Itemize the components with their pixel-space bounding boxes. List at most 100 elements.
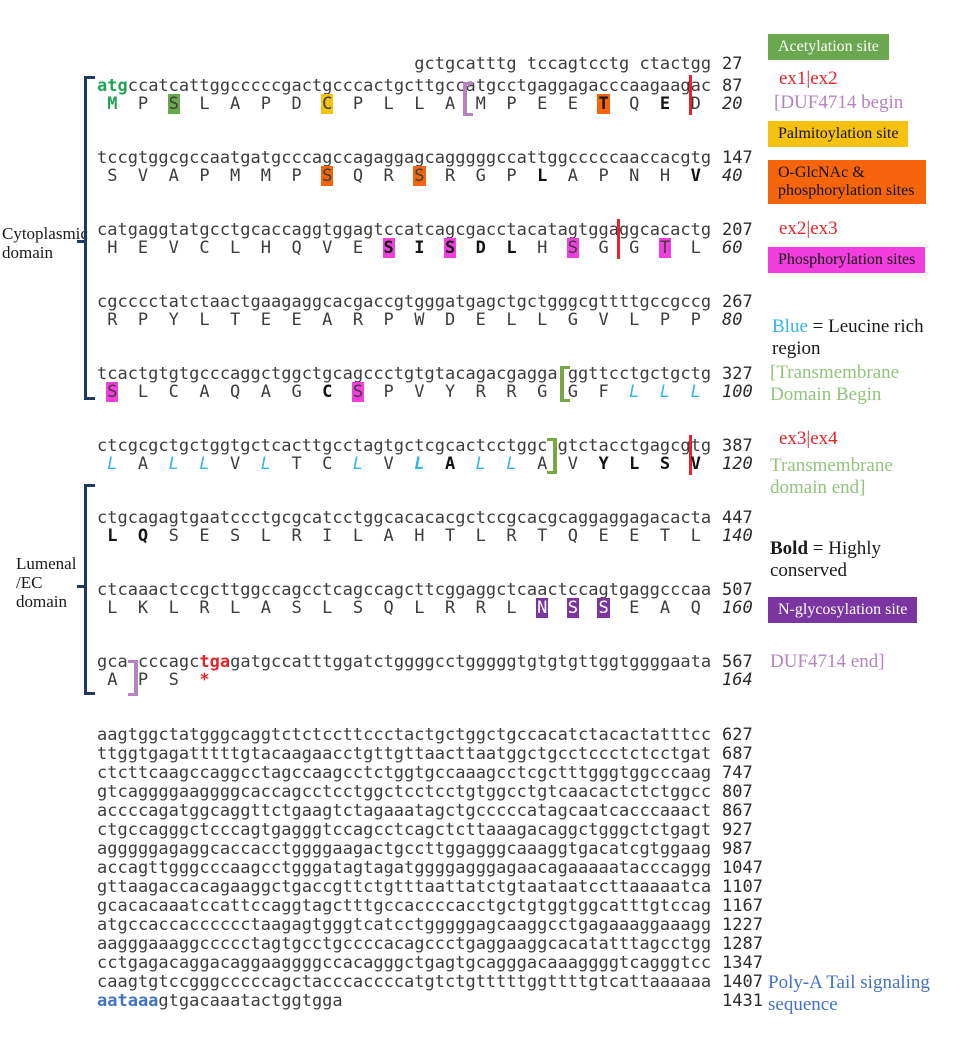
residue: E xyxy=(291,310,302,330)
dna-line: ctcgcgctgctggtgctcacttgcctagtgctcgcactcc… xyxy=(97,435,797,475)
residue: L xyxy=(137,382,149,402)
dna-segment: ctcgcgctgctggtgctcacttgcctagtgctcgcactcc… xyxy=(97,436,548,456)
residue: C xyxy=(321,94,334,114)
sequence-number: 1431 xyxy=(722,991,763,1011)
codon-block: tcactgtgtgcccaggctggctgcagccctgtgtacagac… xyxy=(97,364,797,402)
sequence-number: 267 xyxy=(722,292,753,312)
residue: V xyxy=(322,238,333,258)
codon-block: ctcaaactccgcttggccagcctcagccagcttcggaggc… xyxy=(97,582,797,618)
residue: P xyxy=(506,94,517,114)
protein-line: L Q S E S L R I L A H T L R T Q E E T L 140 xyxy=(97,528,797,545)
residue: V xyxy=(690,166,701,186)
residue: H xyxy=(107,238,118,258)
residue: P xyxy=(383,310,394,330)
sequence-number: 387 xyxy=(722,436,753,456)
residue: A xyxy=(444,94,456,114)
dna-segment: gtcaggggaaggggcaccagcctcctggctcctcctgtgg… xyxy=(97,782,712,802)
protein-line: S L C A Q A G C S P V Y R R G G F L L L 100 xyxy=(97,382,797,402)
sequence-number: 447 xyxy=(722,508,753,528)
sequence-number: 1287 xyxy=(722,934,763,954)
legend-transmembrane-begin: [Transmembrane Domain Begin xyxy=(770,362,900,405)
protein-line: H E V C L H Q V E S I S D L H S G G T L 60 xyxy=(97,238,797,258)
legend-blue-rest: = Leucine rich region xyxy=(772,316,924,359)
residue: A xyxy=(260,382,271,402)
legend-palmitoylation-site: Palmitoylation site xyxy=(768,121,909,147)
residue: P xyxy=(659,310,671,330)
residue: Q xyxy=(629,94,640,114)
sequence-panel: gctgcatttg tccagtcctg ctactgg 27 atgccatca… xyxy=(97,56,797,1011)
residue: L xyxy=(199,94,210,114)
utr3-line: aataaagtgacaaatactggtgga 1431 xyxy=(97,992,797,1011)
residue: E xyxy=(567,94,579,114)
dna-segment: cccagc xyxy=(137,652,200,672)
legend-bold-rest: = Highly conserved xyxy=(770,538,882,581)
lumenal-bracket-tick xyxy=(77,585,85,588)
residue: T xyxy=(537,526,548,546)
protein-line: L A L L V L T C L V L A L L A V Y L S V 120 xyxy=(97,456,797,473)
legend-phosphorylation-sites: Phosphorylation sites xyxy=(768,247,926,273)
dna-segment: gca xyxy=(97,652,128,672)
residue: L xyxy=(260,454,271,474)
residue: R xyxy=(107,310,118,330)
utr3-region: aagtggctatgggcaggtctctccttccctactgctggct… xyxy=(97,726,797,1011)
residue: L xyxy=(168,454,179,474)
residue: E xyxy=(475,310,486,330)
residue: C xyxy=(322,382,333,402)
residue: A xyxy=(199,382,210,402)
codon-block: atgccatcattggcccccgactgcccactgcttgccatgc… xyxy=(97,75,797,116)
residue: V xyxy=(598,310,609,330)
residue: L xyxy=(690,238,701,258)
residue: M xyxy=(475,94,486,114)
residue: R xyxy=(444,166,456,186)
residue: P xyxy=(260,94,271,114)
dna-segment: tcactgtgtgcccaggctggctgcagccctgtgtacagac… xyxy=(97,364,558,384)
residue: R xyxy=(506,526,517,546)
utr3-line: gtcaggggaaggggcaccagcctcctggctcctcctgtgg… xyxy=(97,783,797,802)
residue: L xyxy=(537,310,548,330)
residue: Y xyxy=(598,454,609,474)
residue: G xyxy=(291,382,302,402)
residue: V xyxy=(168,238,179,258)
residue: H xyxy=(537,238,548,258)
dna-segment: caagtgtccgggcccccagctacccaccccatgtctgttt… xyxy=(97,972,712,992)
residue: S xyxy=(107,166,118,186)
residue: S xyxy=(230,526,241,546)
residue: L xyxy=(230,238,241,258)
dna-segment: ggttcctgctgctg xyxy=(567,364,712,384)
residue: S xyxy=(351,382,365,402)
residue: Q xyxy=(291,238,302,258)
residue: A xyxy=(537,454,548,474)
residue: S xyxy=(382,238,395,258)
sequence-number: 687 xyxy=(722,744,753,764)
sequence-number: 567 xyxy=(722,652,753,672)
dna-line: tccgtggcgccaatgatgcccagccagaggagcagggggc… xyxy=(97,150,797,167)
sequence-number: 20 xyxy=(722,94,743,114)
residue: F xyxy=(598,382,609,402)
utr3-line: agggggagaggcaccacctggggaagactgccttggaggg… xyxy=(97,840,797,859)
dna-segment: cgcccctatctaactgaagaggcacgaccgtgggatgagc… xyxy=(97,292,712,312)
legend-poly-a-tail-signal: Poly-A Tail signaling sequence xyxy=(768,972,930,1015)
residue: R xyxy=(506,382,517,402)
sequence-number: 27 xyxy=(722,54,743,74)
residue: S xyxy=(443,238,457,258)
utr3-line: ttggtgagatttttgtacaagaacctgttgttaacttaat… xyxy=(97,745,797,764)
residue: S xyxy=(413,166,426,186)
residue: C xyxy=(199,238,210,258)
residue: G xyxy=(629,238,640,258)
residue: P xyxy=(598,166,609,186)
residue: S xyxy=(167,94,180,114)
residue: A xyxy=(659,598,671,618)
legend-highly-conserved: Bold = Highly conserved xyxy=(770,538,952,582)
residue: A xyxy=(137,454,149,474)
legend-exon2-exon3-boundary: ex2|ex3 xyxy=(779,218,838,239)
residue: L xyxy=(506,454,517,474)
residue: S xyxy=(659,454,671,474)
residue: S xyxy=(597,598,610,618)
sequence-number: 80 xyxy=(722,310,743,330)
lumenal-domain-bracket xyxy=(84,484,95,695)
protein-line: S V A P M M P S Q R S R G P L A P N H V 40 xyxy=(97,166,797,186)
residue: D xyxy=(690,94,701,114)
residue: G xyxy=(598,238,609,258)
utr3-line: ctgccagggctcccagtgagggtccagcctcagctcttaa… xyxy=(97,821,797,840)
residue: R xyxy=(291,526,302,546)
